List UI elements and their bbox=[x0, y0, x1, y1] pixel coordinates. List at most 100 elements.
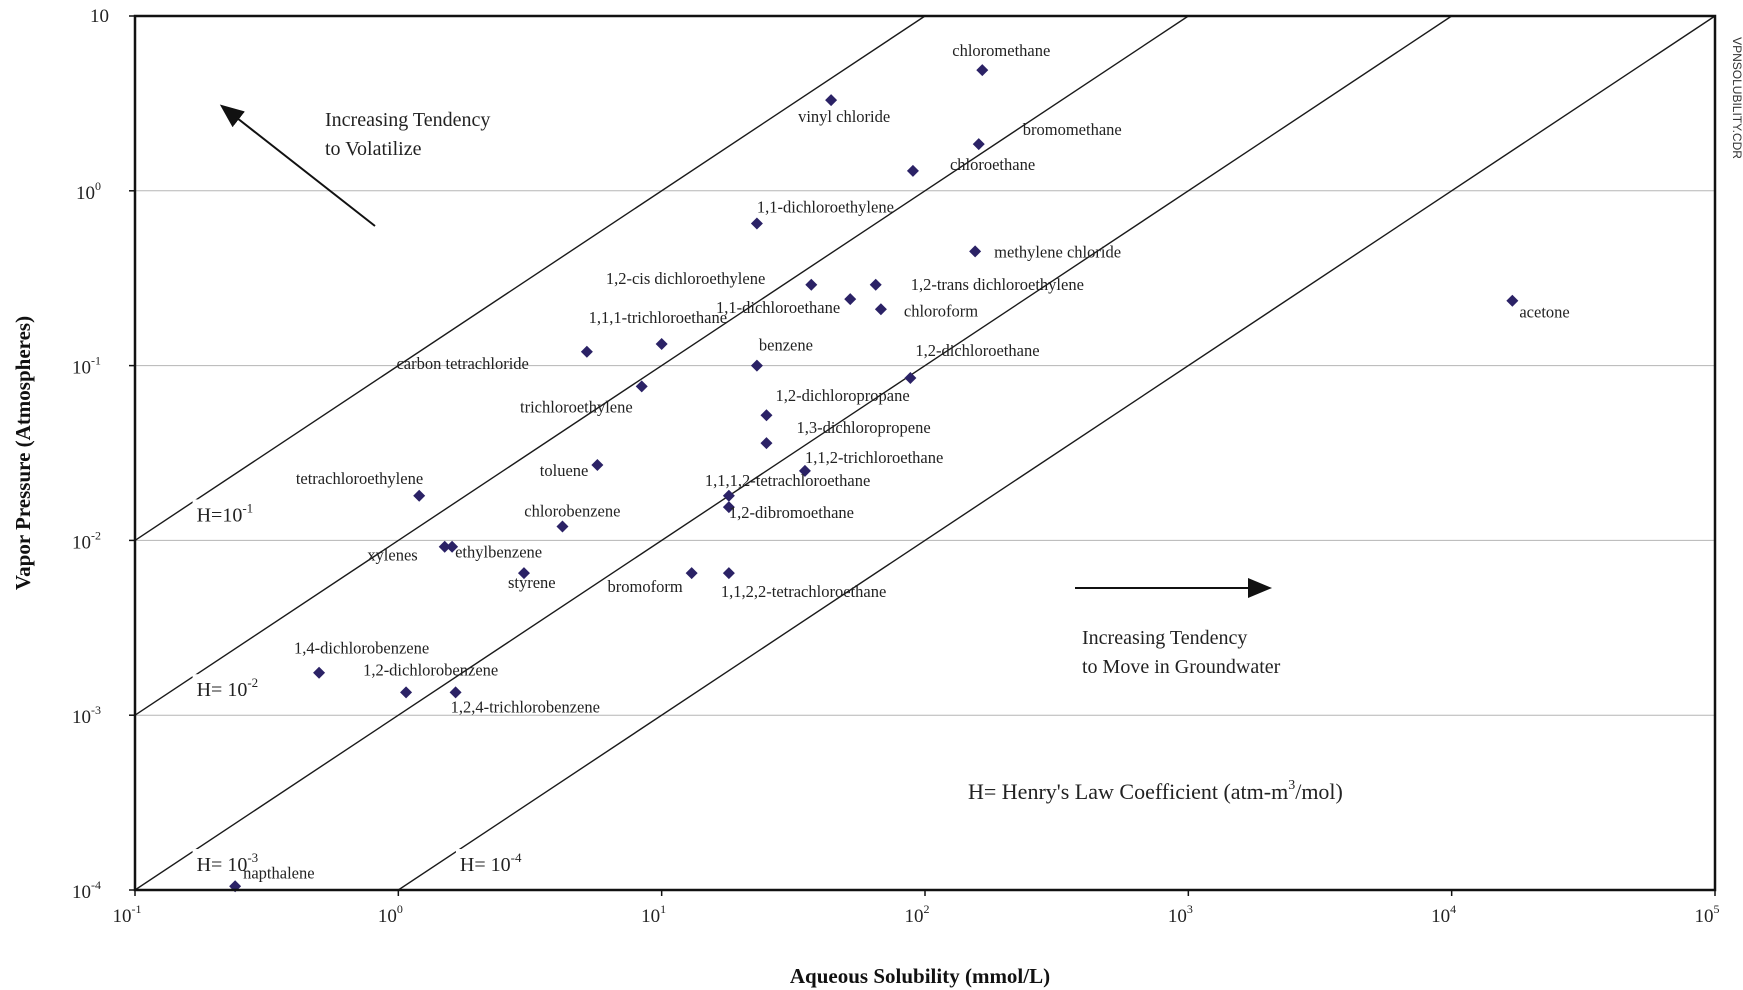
data-point-label: 1,1-dichloroethane bbox=[716, 298, 840, 317]
henry-label-bg bbox=[192, 849, 273, 880]
henry-line-label: H=10-1 bbox=[197, 500, 254, 526]
data-point-label: 1,1,2,2-tetrachloroethane bbox=[721, 582, 886, 601]
data-point-marker bbox=[413, 489, 426, 502]
data-point-label: toluene bbox=[540, 461, 589, 480]
data-point-marker bbox=[750, 359, 763, 372]
volatilize-text-line2: to Volatilize bbox=[325, 138, 422, 160]
data-point-marker bbox=[869, 278, 882, 291]
volatilize-arrow bbox=[219, 104, 376, 227]
henry-label-bg bbox=[455, 849, 536, 880]
data-point-label: napthalene bbox=[243, 863, 314, 882]
data-point-marker bbox=[976, 64, 989, 77]
file-name-label: VPNSOLUBILITY.CDR bbox=[1730, 37, 1743, 159]
data-point-marker bbox=[438, 540, 451, 553]
axis-layer: 10-1 100 101 102 103 104 105 10-4 10-3 10-2 10-1 10… bbox=[11, 6, 1743, 988]
data-point-label: methylene chloride bbox=[994, 242, 1121, 261]
data-point-marker bbox=[760, 409, 773, 422]
data-point-label: 1,2-dichlorobenzene bbox=[363, 660, 498, 679]
data-point-marker bbox=[446, 540, 459, 553]
data-point-label: 1,3-dichloropropene bbox=[796, 418, 930, 437]
data-point-marker bbox=[722, 501, 735, 514]
x-tick-label: 101 bbox=[641, 902, 666, 927]
data-point-marker bbox=[722, 489, 735, 502]
henry-coefficient-note: H= Henry's Law Coefficient (atm-m3/mol) bbox=[968, 778, 1343, 804]
data-point-label: 1,2-dichloropropane bbox=[775, 386, 909, 405]
data-point-marker bbox=[556, 520, 569, 533]
data-point-marker bbox=[825, 94, 838, 107]
y-tick-label: 10-3 bbox=[72, 703, 101, 728]
data-point-label: carbon tetrachloride bbox=[396, 354, 528, 373]
data-point-marker bbox=[972, 138, 985, 151]
data-point-marker bbox=[591, 458, 604, 471]
henry-line-label: H= 10-4 bbox=[460, 850, 522, 876]
x-tick-label: 104 bbox=[1431, 902, 1456, 927]
x-tick-label: 100 bbox=[378, 902, 403, 927]
y-axis-title: Vapor Pressure (Atmospheres) bbox=[11, 316, 35, 590]
x-tick-label: 10-1 bbox=[113, 902, 142, 927]
henry-label-bg bbox=[192, 674, 273, 705]
data-point-marker bbox=[904, 371, 917, 384]
data-point-label: 1,2,4-trichlorobenzene bbox=[451, 697, 600, 716]
data-point-label: 1,1,1,2-tetrachloroethane bbox=[705, 471, 870, 490]
henry-line-label: H= 10-3 bbox=[197, 850, 259, 876]
data-point-label: chloroethane bbox=[950, 155, 1035, 174]
x-tick-label: 105 bbox=[1695, 902, 1720, 927]
x-tick-label: 103 bbox=[1168, 902, 1193, 927]
annotation-layer: Increasing Tendency to Volatilize Increasi… bbox=[219, 104, 1343, 804]
henry-label-bg bbox=[192, 499, 273, 530]
data-point-label: 1,2-dibromoethane bbox=[729, 503, 854, 522]
data-point-label: bromomethane bbox=[1023, 120, 1122, 139]
data-point-marker bbox=[906, 164, 919, 177]
data-point-label: benzene bbox=[759, 336, 813, 355]
data-point-marker bbox=[313, 666, 326, 679]
data-point-marker bbox=[760, 437, 773, 450]
x-axis-title: Aqueous Solubility (mmol/L) bbox=[790, 964, 1050, 988]
data-point-label: acetone bbox=[1519, 303, 1569, 322]
y-tick-label: 10-2 bbox=[72, 528, 101, 553]
data-point-marker bbox=[400, 686, 413, 699]
henry-line bbox=[134, 15, 926, 541]
x-tick-label: 102 bbox=[905, 902, 930, 927]
groundwater-text-line1: Increasing Tendency bbox=[1082, 627, 1247, 649]
data-point-marker bbox=[722, 567, 735, 580]
y-tick-label: 100 bbox=[76, 179, 101, 204]
data-point-label: 1,1,1-trichloroethane bbox=[589, 308, 727, 327]
data-point-marker bbox=[969, 245, 982, 258]
data-point-label: ethylbenzene bbox=[455, 543, 542, 562]
data-point-marker bbox=[750, 217, 763, 230]
data-point-label: 1,2-trans dichloroethylene bbox=[911, 275, 1084, 294]
volatilize-text-line1: Increasing Tendency bbox=[325, 109, 490, 131]
y-tick-label: 10 bbox=[90, 6, 109, 27]
data-point-marker bbox=[844, 293, 857, 306]
data-point-marker bbox=[635, 380, 648, 393]
data-point-label: 1,2-dichloroethane bbox=[915, 341, 1039, 360]
data-point-label: 1,1,2-trichloroethane bbox=[805, 448, 943, 467]
data-point-marker bbox=[805, 278, 818, 291]
data-point-label: chlorobenzene bbox=[524, 502, 620, 521]
data-point-label: 1,2-cis dichloroethylene bbox=[606, 269, 765, 288]
data-point-marker bbox=[798, 464, 811, 477]
data-point-label: chloromethane bbox=[952, 41, 1050, 60]
data-point-marker bbox=[874, 303, 887, 316]
data-point-marker bbox=[580, 345, 593, 358]
data-point-marker bbox=[1506, 294, 1519, 307]
data-points-layer: chloromethane vinyl chloride bromomethane c… bbox=[229, 41, 1570, 893]
data-point-label: styrene bbox=[508, 573, 556, 592]
henry-line-label: H= 10-2 bbox=[197, 675, 259, 701]
data-point-label: chloroform bbox=[904, 301, 978, 320]
data-point-label: bromoform bbox=[608, 577, 683, 596]
data-point-label: tetrachloroethylene bbox=[296, 469, 423, 488]
data-point-label: vinyl chloride bbox=[798, 107, 890, 126]
data-point-label: 1,1-dichloroethylene bbox=[757, 198, 894, 217]
data-point-marker bbox=[685, 567, 698, 580]
groundwater-text-line2: to Move in Groundwater bbox=[1082, 656, 1281, 678]
data-point-marker bbox=[655, 337, 668, 350]
henry-line bbox=[134, 15, 1189, 716]
data-point-marker bbox=[517, 567, 530, 580]
henry-line bbox=[397, 15, 1716, 891]
data-point-label: 1,4-dichlorobenzene bbox=[294, 639, 429, 658]
y-tick-label: 10-4 bbox=[72, 878, 101, 903]
data-point-label: trichloroethylene bbox=[520, 397, 633, 416]
data-point-marker bbox=[449, 686, 462, 699]
